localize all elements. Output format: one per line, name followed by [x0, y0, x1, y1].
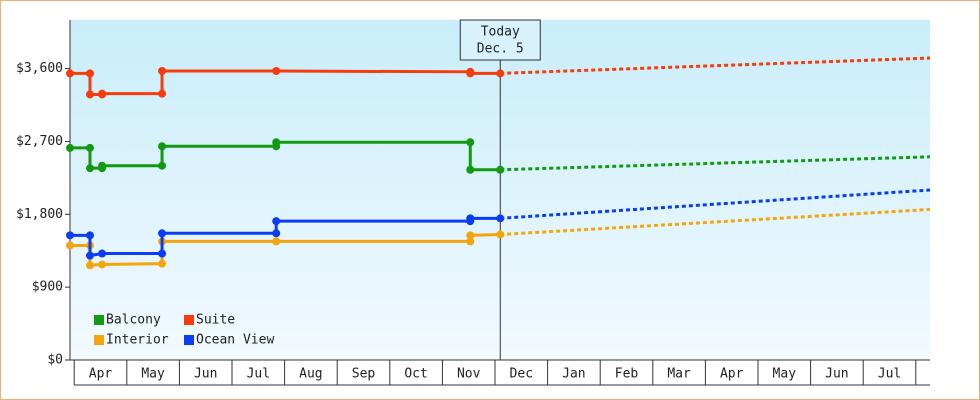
- x-tick-label: Jul: [878, 367, 901, 382]
- x-tick-label: Feb: [615, 367, 639, 382]
- x-tick-label: Mar: [667, 367, 691, 382]
- point: [158, 67, 167, 75]
- legend-swatch: [184, 315, 194, 325]
- point: [496, 69, 505, 78]
- projection-line: [500, 188, 931, 220]
- point: [272, 217, 281, 226]
- legend-swatch: [94, 335, 104, 345]
- point: [466, 138, 475, 147]
- point: [85, 90, 94, 99]
- point: [85, 261, 94, 270]
- point: [272, 229, 281, 238]
- point: [98, 89, 107, 98]
- point: [496, 214, 505, 223]
- point: [66, 241, 74, 250]
- point: [85, 164, 94, 173]
- x-tick-label: Jan: [562, 367, 585, 382]
- x-tick-label: Jul: [247, 367, 270, 382]
- point: [66, 143, 74, 152]
- x-tick-label: Apr: [89, 367, 113, 382]
- x-tick-label: Aug: [299, 367, 322, 382]
- point: [158, 161, 167, 170]
- point: [98, 161, 107, 170]
- point: [158, 259, 167, 268]
- point: [466, 231, 475, 240]
- point: [85, 69, 94, 78]
- point: [85, 143, 94, 152]
- point: [272, 138, 281, 147]
- today-label: Today: [481, 25, 520, 40]
- x-tick-label: Jun: [194, 367, 217, 382]
- x-tick-label: Dec: [510, 367, 533, 382]
- point: [272, 237, 281, 246]
- point: [466, 165, 475, 174]
- x-tick-label: Apr: [720, 367, 744, 382]
- point: [98, 260, 107, 269]
- point: [158, 249, 167, 258]
- today-box: [459, 19, 541, 61]
- point: [66, 69, 74, 78]
- y-tick-label: $0: [47, 353, 63, 368]
- projection-line: [500, 207, 931, 237]
- legend-label: Ocean View: [196, 333, 274, 348]
- y-tick-label: $3,600: [16, 61, 63, 76]
- legend-label: Balcony: [106, 313, 161, 328]
- point: [85, 251, 94, 260]
- y-tick-label: $1,800: [16, 207, 63, 222]
- point: [158, 229, 167, 238]
- point: [496, 165, 505, 174]
- point: [466, 214, 475, 223]
- legend-swatch: [94, 315, 104, 325]
- x-tick-label: Oct: [404, 367, 427, 382]
- x-tick-label: May: [141, 367, 165, 382]
- y-tick-label: $2,700: [16, 134, 63, 149]
- point: [466, 237, 475, 246]
- x-tick-label: Jun: [825, 367, 848, 382]
- point: [85, 231, 94, 240]
- point: [272, 67, 281, 75]
- point: [66, 231, 74, 240]
- legend-label: Interior: [106, 333, 169, 348]
- point: [158, 89, 167, 98]
- x-tick-label: Sep: [352, 367, 376, 382]
- today-label: Dec. 5: [477, 42, 524, 57]
- x-tick-label: Nov: [457, 367, 481, 382]
- point: [496, 230, 505, 239]
- point: [158, 142, 167, 151]
- projection-line: [500, 56, 931, 75]
- projection-line: [500, 155, 931, 172]
- y-tick-label: $900: [32, 280, 63, 295]
- point: [98, 249, 107, 258]
- legend-label: Suite: [196, 313, 235, 328]
- point: [466, 69, 475, 78]
- legend-swatch: [184, 335, 194, 345]
- x-tick-label: May: [773, 367, 797, 382]
